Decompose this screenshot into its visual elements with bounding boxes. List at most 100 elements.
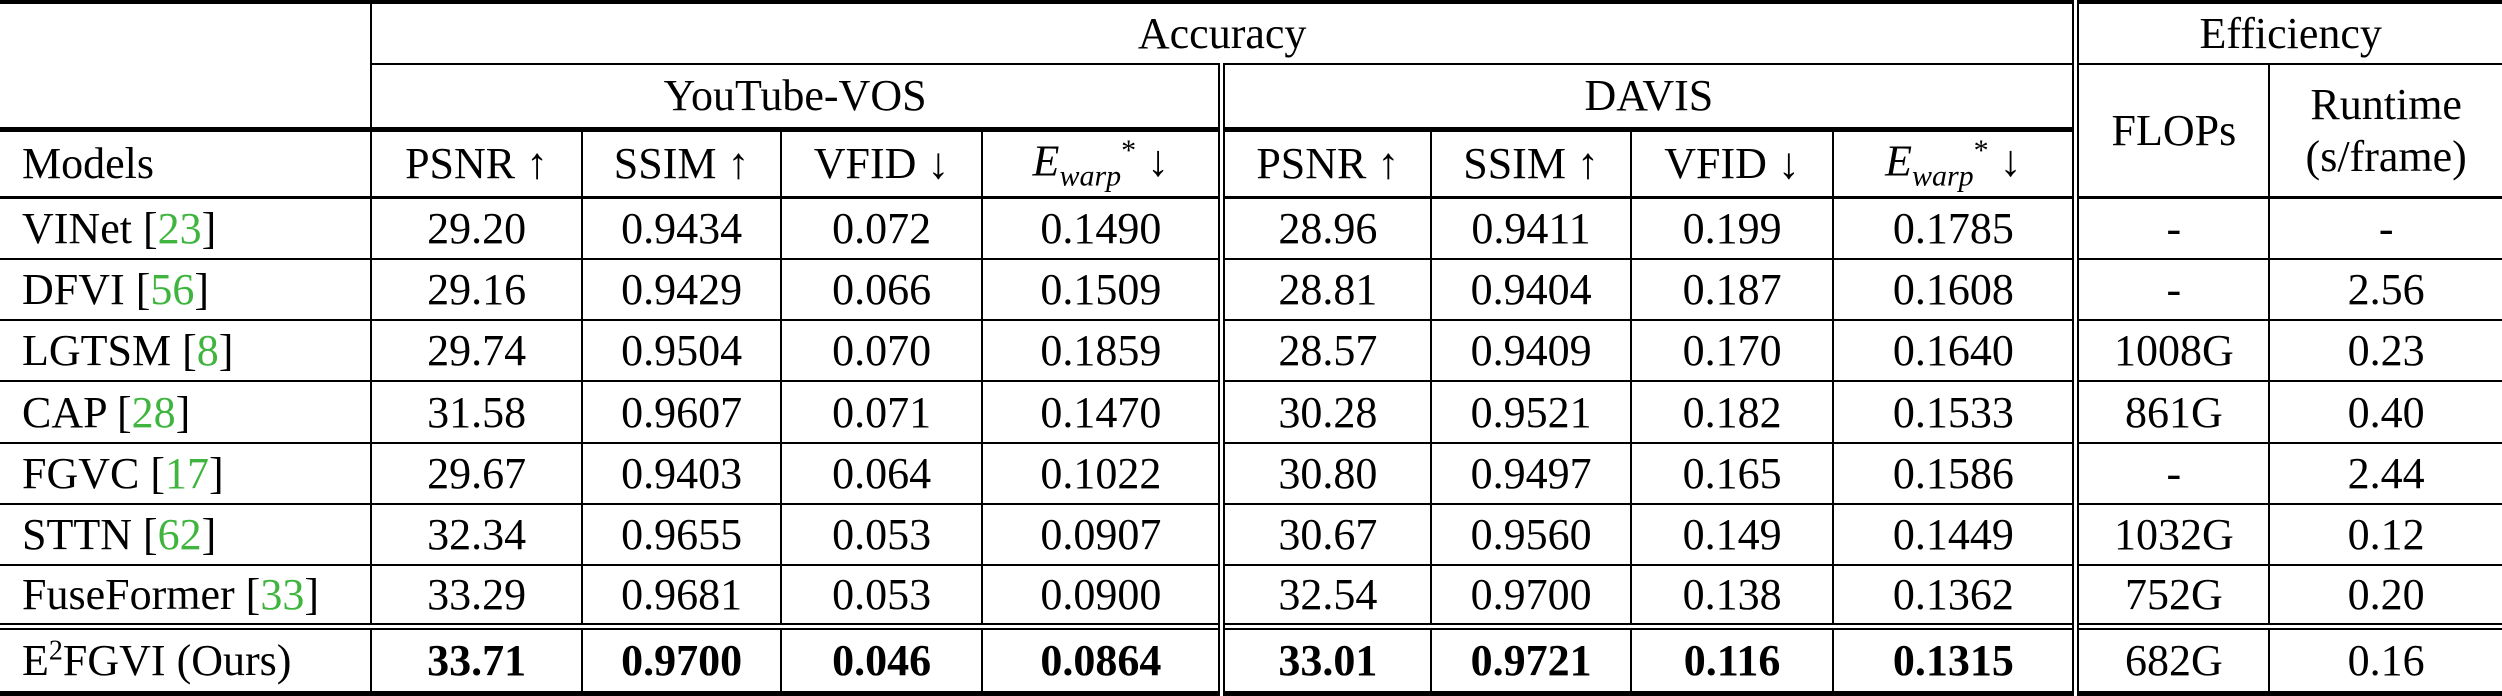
value-cell: 0.9700 bbox=[1430, 564, 1631, 627]
flops-header: FLOPs bbox=[2072, 64, 2270, 199]
value-cell: 0.1509 bbox=[981, 257, 1222, 320]
cite-bracket: ] bbox=[194, 264, 209, 314]
value-cell: 0.1470 bbox=[981, 380, 1222, 443]
psnr-label: PSNR bbox=[1256, 139, 1367, 189]
value-cell: 0.1022 bbox=[981, 441, 1222, 505]
table-row-fuseformer: FuseFormer [33] 33.29 0.9681 0.053 0.090… bbox=[0, 564, 2502, 627]
value-cell: 0.1640 bbox=[1832, 318, 2076, 382]
cite-bracket: [ bbox=[150, 448, 166, 498]
cite-bracket: [ bbox=[143, 510, 158, 560]
efficiency-group-header: Efficiency bbox=[2072, 2, 2502, 66]
value-cell: 0.1785 bbox=[1832, 197, 2076, 259]
value-cell: 0.9411 bbox=[1430, 197, 1631, 259]
model-label: CAP bbox=[22, 387, 106, 437]
psnr-label: PSNR bbox=[405, 139, 516, 189]
ewarp-asterisk: * bbox=[1973, 133, 1989, 167]
value-cell: 0.1490 bbox=[981, 197, 1222, 259]
up-arrow-icon: ↑ bbox=[526, 139, 549, 189]
value-cell: 29.67 bbox=[369, 441, 583, 505]
citation-number: 8 bbox=[196, 326, 219, 376]
down-arrow-icon: ↓ bbox=[1777, 139, 1800, 189]
value-cell: 28.57 bbox=[1218, 318, 1432, 382]
model-name: FuseFormer [33] bbox=[0, 564, 371, 627]
cite-bracket: [ bbox=[245, 570, 261, 620]
ewarp-asterisk: * bbox=[1121, 133, 1137, 167]
vfid-label: VFID bbox=[1664, 139, 1767, 189]
flops-cell: - bbox=[2072, 197, 2270, 259]
runtime-cell: 0.12 bbox=[2268, 503, 2502, 566]
ssim-label: SSIM bbox=[1463, 139, 1566, 189]
runtime-cell: 0.16 bbox=[2268, 623, 2502, 694]
value-cell: 32.54 bbox=[1218, 564, 1432, 627]
value-cell: 0.9403 bbox=[581, 441, 781, 505]
runtime-cell: 0.23 bbox=[2268, 318, 2502, 382]
runtime-cell: 0.20 bbox=[2268, 564, 2502, 627]
model-label: LGTSM bbox=[22, 326, 172, 376]
value-cell: 28.96 bbox=[1218, 197, 1432, 259]
citation-number: 28 bbox=[131, 387, 176, 437]
value-cell: 33.29 bbox=[369, 564, 583, 627]
ewarp-subscript: warp bbox=[1911, 159, 1974, 193]
model-name: CAP [28] bbox=[0, 380, 371, 443]
value-cell: 30.67 bbox=[1218, 503, 1432, 566]
davis-ssim-header: SSIM ↑ bbox=[1430, 126, 1631, 199]
yt-ewarp-header: Ewarp* ↓ bbox=[981, 126, 1222, 199]
up-arrow-icon: ↑ bbox=[1576, 139, 1599, 189]
citation-number: 23 bbox=[157, 203, 202, 253]
dataset-header-row: YouTube-VOS DAVIS FLOPs Runtime (s/frame… bbox=[0, 64, 2502, 199]
runtime-header-line2: (s/frame) bbox=[2305, 131, 2467, 181]
runtime-cell: 2.44 bbox=[2268, 441, 2502, 505]
value-cell: 0.1608 bbox=[1832, 257, 2076, 320]
flops-cell: 1032G bbox=[2072, 503, 2270, 566]
davis-ewarp-header: Ewarp* ↓ bbox=[1832, 126, 2076, 199]
value-cell: 0.138 bbox=[1629, 564, 1834, 627]
flops-cell: 752G bbox=[2072, 564, 2270, 627]
models-column-spacer bbox=[0, 2, 371, 129]
metric-header-row: Models PSNR ↑ SSIM ↑ VFID ↓ Ewarp* ↓ PSN… bbox=[0, 126, 2502, 199]
value-cell: 32.34 bbox=[369, 503, 583, 566]
table-row-lgtsm: LGTSM [8] 29.74 0.9504 0.070 0.1859 28.5… bbox=[0, 318, 2502, 382]
value-cell: 33.01 bbox=[1218, 623, 1432, 694]
value-cell: 0.072 bbox=[779, 197, 983, 259]
down-arrow-icon: ↓ bbox=[1147, 136, 1170, 186]
value-cell: 0.1859 bbox=[981, 318, 1222, 382]
ewarp-base: E bbox=[1885, 136, 1912, 186]
model-name: FGVC [17] bbox=[0, 441, 371, 505]
value-cell: 28.81 bbox=[1218, 257, 1432, 320]
value-cell: 0.170 bbox=[1629, 318, 1834, 382]
value-cell: 0.9429 bbox=[581, 257, 781, 320]
citation-number: 56 bbox=[150, 264, 195, 314]
value-cell: 0.9521 bbox=[1430, 380, 1631, 443]
yt-ssim-header: SSIM ↑ bbox=[581, 126, 781, 199]
model-label: VINet bbox=[22, 203, 132, 253]
flops-cell: 682G bbox=[2072, 623, 2270, 694]
value-cell: 29.16 bbox=[369, 257, 583, 320]
runtime-header: Runtime (s/frame) bbox=[2268, 64, 2502, 199]
value-cell: 0.182 bbox=[1629, 380, 1834, 443]
model-label: DFVI bbox=[22, 264, 125, 314]
cite-bracket: ] bbox=[218, 326, 234, 376]
value-cell: 0.0864 bbox=[981, 623, 1222, 694]
table-row-ours: E2FGVI (Ours) 33.71 0.9700 0.046 0.0864 … bbox=[0, 623, 2502, 694]
value-cell: 0.149 bbox=[1629, 503, 1834, 566]
value-cell: 0.1315 bbox=[1832, 623, 2076, 694]
value-cell: 0.1362 bbox=[1832, 564, 2076, 627]
value-cell: 0.9560 bbox=[1430, 503, 1631, 566]
table-row-dfvi: DFVI [56] 29.16 0.9429 0.066 0.1509 28.8… bbox=[0, 257, 2502, 320]
value-cell: 0.9497 bbox=[1430, 441, 1631, 505]
vfid-label: VFID bbox=[813, 139, 917, 189]
model-name: DFVI [56] bbox=[0, 257, 371, 320]
value-cell: 0.0900 bbox=[981, 564, 1222, 627]
value-cell: 0.116 bbox=[1629, 623, 1834, 694]
value-cell: 0.066 bbox=[779, 257, 983, 320]
cite-bracket: [ bbox=[135, 264, 151, 314]
value-cell: 33.71 bbox=[369, 623, 583, 694]
flops-cell: - bbox=[2072, 441, 2270, 505]
citation-number: 62 bbox=[157, 510, 202, 560]
model-name-ours: E2FGVI (Ours) bbox=[0, 623, 371, 694]
value-cell: 0.9681 bbox=[581, 564, 781, 627]
table-row-vinet: VINet [23] 29.20 0.9434 0.072 0.1490 28.… bbox=[0, 197, 2502, 259]
davis-vfid-header: VFID ↓ bbox=[1629, 126, 1834, 199]
flops-cell: 861G bbox=[2072, 380, 2270, 443]
ssim-label: SSIM bbox=[613, 139, 717, 189]
